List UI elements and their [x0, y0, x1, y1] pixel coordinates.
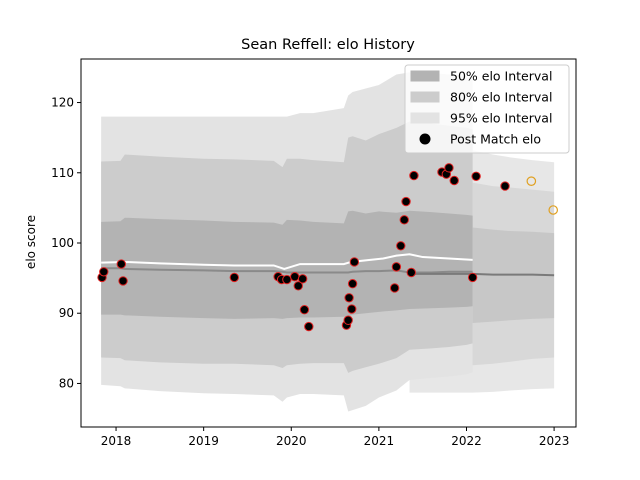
post-match-point-1 — [99, 267, 109, 277]
post-match-point-29 — [449, 175, 459, 186]
x-tick-label-2023: 2023 — [539, 434, 570, 448]
post-match-point-31 — [471, 171, 481, 181]
post-match-point-22 — [399, 215, 409, 225]
post-match-point-23 — [401, 196, 411, 207]
post-match-point-14 — [343, 315, 353, 325]
x-tick-label-2018: 2018 — [101, 434, 132, 448]
post-match-point-11 — [299, 305, 310, 315]
post-match-point-24 — [406, 267, 416, 278]
post-match-point-15 — [344, 293, 354, 303]
plot-area — [97, 72, 559, 412]
post-match-point-19 — [389, 283, 400, 293]
post-match-point-12 — [304, 321, 314, 332]
legend-label-1: 80% elo Interval — [450, 90, 552, 105]
x-tick-label-2020: 2020 — [276, 434, 307, 448]
x-tick-label-2022: 2022 — [451, 434, 482, 448]
history-mean-line — [101, 267, 473, 274]
legend-label-0: 50% elo Interval — [450, 69, 552, 84]
y-tick-label-90: 90 — [59, 306, 74, 320]
hollow-point-1 — [548, 205, 559, 215]
y-tick-label-80: 80 — [59, 376, 74, 390]
post-match-point-17 — [347, 279, 358, 289]
y-tick-label-110: 110 — [51, 166, 74, 180]
legend-label-3: Post Match elo — [450, 132, 541, 147]
post-match-point-8 — [290, 272, 300, 282]
y-axis-title: elo score — [24, 215, 38, 269]
y-tick-label-120: 120 — [51, 96, 74, 110]
post-match-point-16 — [347, 304, 357, 314]
x-tick-label-2021: 2021 — [364, 434, 395, 448]
legend-swatch-0 — [410, 70, 440, 82]
post-match-point-32 — [500, 181, 510, 191]
legend: 50% elo Interval 80% elo Interval 95% elo … — [404, 64, 570, 154]
axes: 2018 2019 2020 2021 2022 2023 80 90 100 110 120 — [51, 58, 577, 448]
post-match-point-20 — [391, 262, 402, 272]
chart-title: Sean Reffell: elo History — [241, 37, 415, 53]
post-match-point-21 — [396, 241, 406, 251]
post-match-point-2 — [116, 259, 127, 269]
legend-label-2: 95% elo Interval — [450, 111, 552, 126]
hollow-point-0 — [526, 176, 537, 186]
post-match-point-3 — [118, 276, 128, 286]
post-match-point-28 — [444, 163, 454, 173]
post-match-point-30 — [467, 272, 478, 283]
post-match-point-9 — [293, 281, 303, 291]
y-tick-label-100: 100 — [51, 236, 74, 250]
legend-marker-3 — [419, 133, 431, 145]
post-match-point-4 — [229, 272, 240, 283]
legend-box — [404, 64, 570, 154]
post-match-point-25 — [409, 170, 419, 181]
projection-mean-line — [409, 272, 555, 277]
history-50-band — [101, 210, 473, 319]
legend-swatch-1 — [410, 91, 440, 103]
x-tick-label-2019: 2019 — [188, 434, 219, 448]
post-match-point-18 — [349, 257, 360, 267]
post-match-point-10 — [297, 274, 308, 284]
history-white-line — [101, 253, 473, 271]
post-match-point-7 — [282, 274, 292, 285]
legend-swatch-2 — [410, 112, 440, 124]
